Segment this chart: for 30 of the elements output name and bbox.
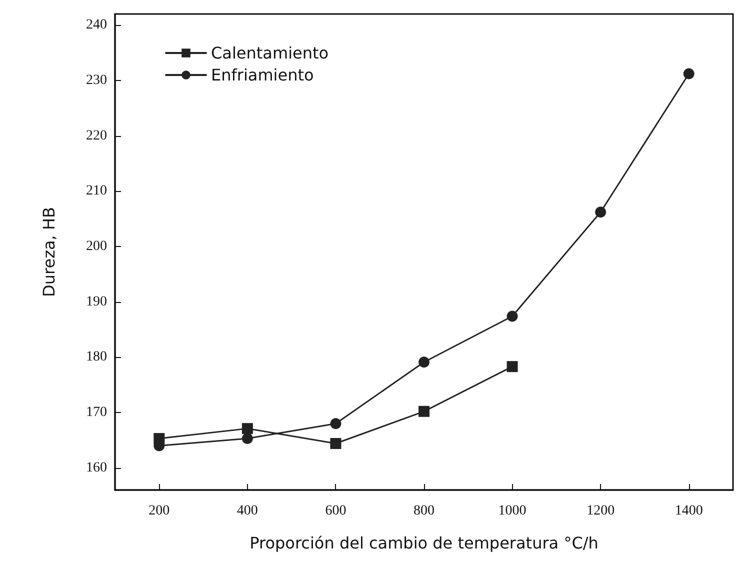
y-tick-label: 210: [86, 184, 107, 199]
y-tick-label: 160: [86, 460, 107, 476]
y-tick-label: 220: [86, 128, 107, 144]
y-tick-label: 180: [86, 350, 107, 365]
point: [683, 68, 694, 80]
x-tick-label: 600: [325, 504, 346, 518]
x-tick-label: 1400: [674, 504, 703, 518]
point: [242, 433, 253, 444]
point: [418, 356, 430, 368]
point: [506, 361, 518, 372]
y-tick-label: 170: [86, 405, 107, 420]
y-tick-label: 230: [86, 72, 107, 88]
point: [242, 423, 253, 434]
point: [595, 206, 606, 218]
point: [330, 438, 342, 450]
x-tick-label: 400: [236, 504, 258, 518]
point: [418, 406, 430, 417]
x-axis-title: Proporción del cambio de temperatura °C/h: [250, 534, 598, 552]
x-tick-label: 1200: [586, 504, 615, 518]
y-tick-label: 190: [86, 294, 107, 310]
y-axis-title: Dureza, HB: [40, 207, 58, 297]
legend-label: Enfriamiento: [211, 66, 314, 84]
x-tick-label: 800: [414, 504, 434, 518]
x-tick-label: 200: [148, 504, 170, 518]
legend-label: Calentamiento: [211, 44, 329, 62]
point: [506, 310, 518, 322]
x-tick-label: 1000: [498, 504, 526, 518]
y-tick-label: 200: [86, 238, 107, 254]
point: [330, 418, 342, 430]
y-tick-label: 240: [86, 18, 107, 33]
